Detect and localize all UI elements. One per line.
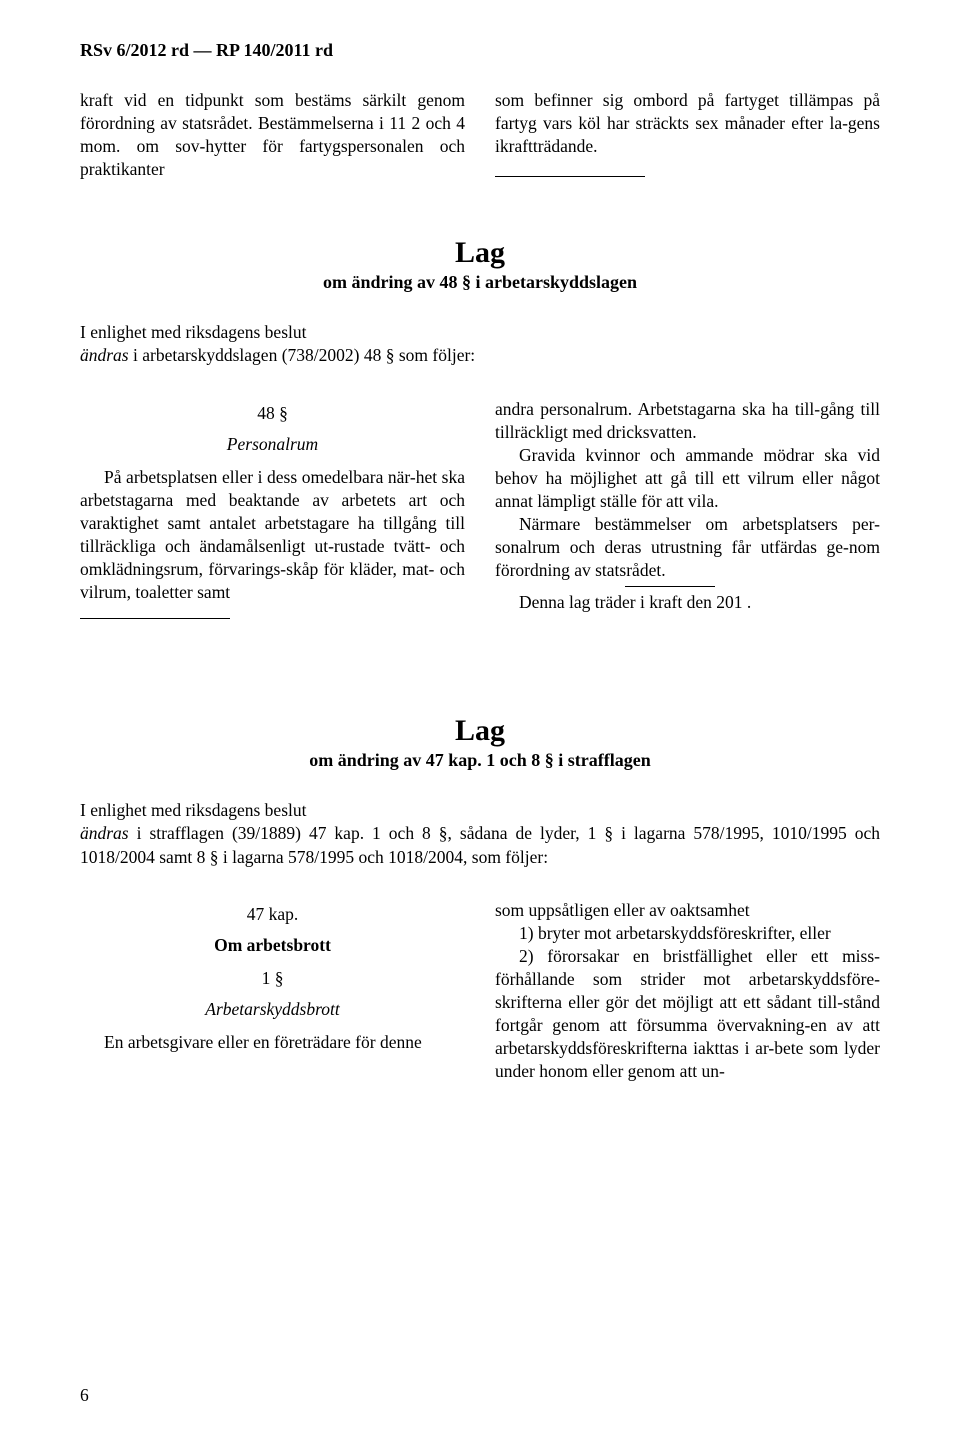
law2-block: Lag om ändring av 47 kap. 1 och 8 § i st… — [80, 714, 880, 1083]
top-right-col: som befinner sig ombord på fartyget till… — [495, 89, 880, 181]
law2-right-l2: 1) bryter mot arbetarskyddsföreskrifter,… — [495, 922, 880, 945]
law2-left-section-num: 47 kap. — [80, 903, 465, 926]
page-number: 6 — [80, 1385, 89, 1406]
law1-block: Lag om ändring av 48 § i arbetarskyddsla… — [80, 236, 880, 619]
law1-right-p1: andra personalrum. Arbetstagarna ska ha … — [495, 398, 880, 444]
law1-columns: 48 § Personalrum På arbetsplatsen eller … — [80, 398, 880, 620]
law2-intro-rest: i strafflagen (39/1889) 47 kap. 1 och 8 … — [80, 823, 880, 866]
top-left-col: kraft vid en tidpunkt som bestäms särkil… — [80, 89, 465, 181]
law2-left-body: En arbetsgivare eller en företrädare för… — [80, 1031, 465, 1054]
law1-intro-italic: ändras — [80, 345, 129, 365]
law1-intro-plain: I enlighet med riksdagens beslut — [80, 322, 306, 342]
law2-title: Lag — [80, 714, 880, 748]
top-left-text: kraft vid en tidpunkt som bestäms särkil… — [80, 90, 465, 179]
law1-right-p3: Närmare bestämmelser om arbetsplatsers p… — [495, 513, 880, 582]
law1-right-effect: Denna lag träder i kraft den 201 . — [495, 591, 880, 614]
top-columns: kraft vid en tidpunkt som bestäms särkil… — [80, 89, 880, 181]
law2-left-sub-num: 1 § — [80, 967, 465, 990]
law2-columns: 47 kap. Om arbetsbrott 1 § Arbetarskydds… — [80, 899, 880, 1084]
law2-intro: I enlighet med riksdagens beslut ändras … — [80, 799, 880, 868]
law1-left-col: 48 § Personalrum På arbetsplatsen eller … — [80, 398, 465, 620]
page-header: RSv 6/2012 rd — RP 140/2011 rd — [80, 40, 880, 61]
law2-intro-italic: ändras — [80, 823, 129, 843]
law1-left-section-title: Personalrum — [80, 433, 465, 456]
law1-intro-rest: i arbetarskyddslagen (738/2002) 48 § som… — [129, 345, 476, 365]
law1-subtitle: om ändring av 48 § i arbetarskyddslagen — [80, 272, 880, 293]
law2-right-col: som uppsåtligen eller av oaktsamhet 1) b… — [495, 899, 880, 1084]
law2-intro-plain: I enlighet med riksdagens beslut — [80, 800, 306, 820]
law2-left-section-title: Om arbetsbrott — [80, 934, 465, 957]
law2-right-l3: 2) förorsakar en bristfällighet eller et… — [495, 945, 880, 1084]
law1-intro: I enlighet med riksdagens beslut ändras … — [80, 321, 880, 367]
law1-left-section-num: 48 § — [80, 402, 465, 425]
top-right-text: som befinner sig ombord på fartyget till… — [495, 90, 880, 156]
law1-right-rule — [625, 586, 715, 587]
law2-right-l1: som uppsåtligen eller av oaktsamhet — [495, 899, 880, 922]
law1-right-col: andra personalrum. Arbetstagarna ska ha … — [495, 398, 880, 620]
law1-right-p2: Gravida kvinnor och ammande mödrar ska v… — [495, 444, 880, 513]
law2-subtitle: om ändring av 47 kap. 1 och 8 § i straff… — [80, 750, 880, 771]
law1-left-divider — [80, 618, 230, 619]
law2-left-col: 47 kap. Om arbetsbrott 1 § Arbetarskydds… — [80, 899, 465, 1084]
top-divider — [495, 176, 645, 177]
law1-title: Lag — [80, 236, 880, 270]
law2-left-sub-title: Arbetarskyddsbrott — [80, 998, 465, 1021]
law1-left-body: På arbetsplatsen eller i dess omedelbara… — [80, 466, 465, 605]
